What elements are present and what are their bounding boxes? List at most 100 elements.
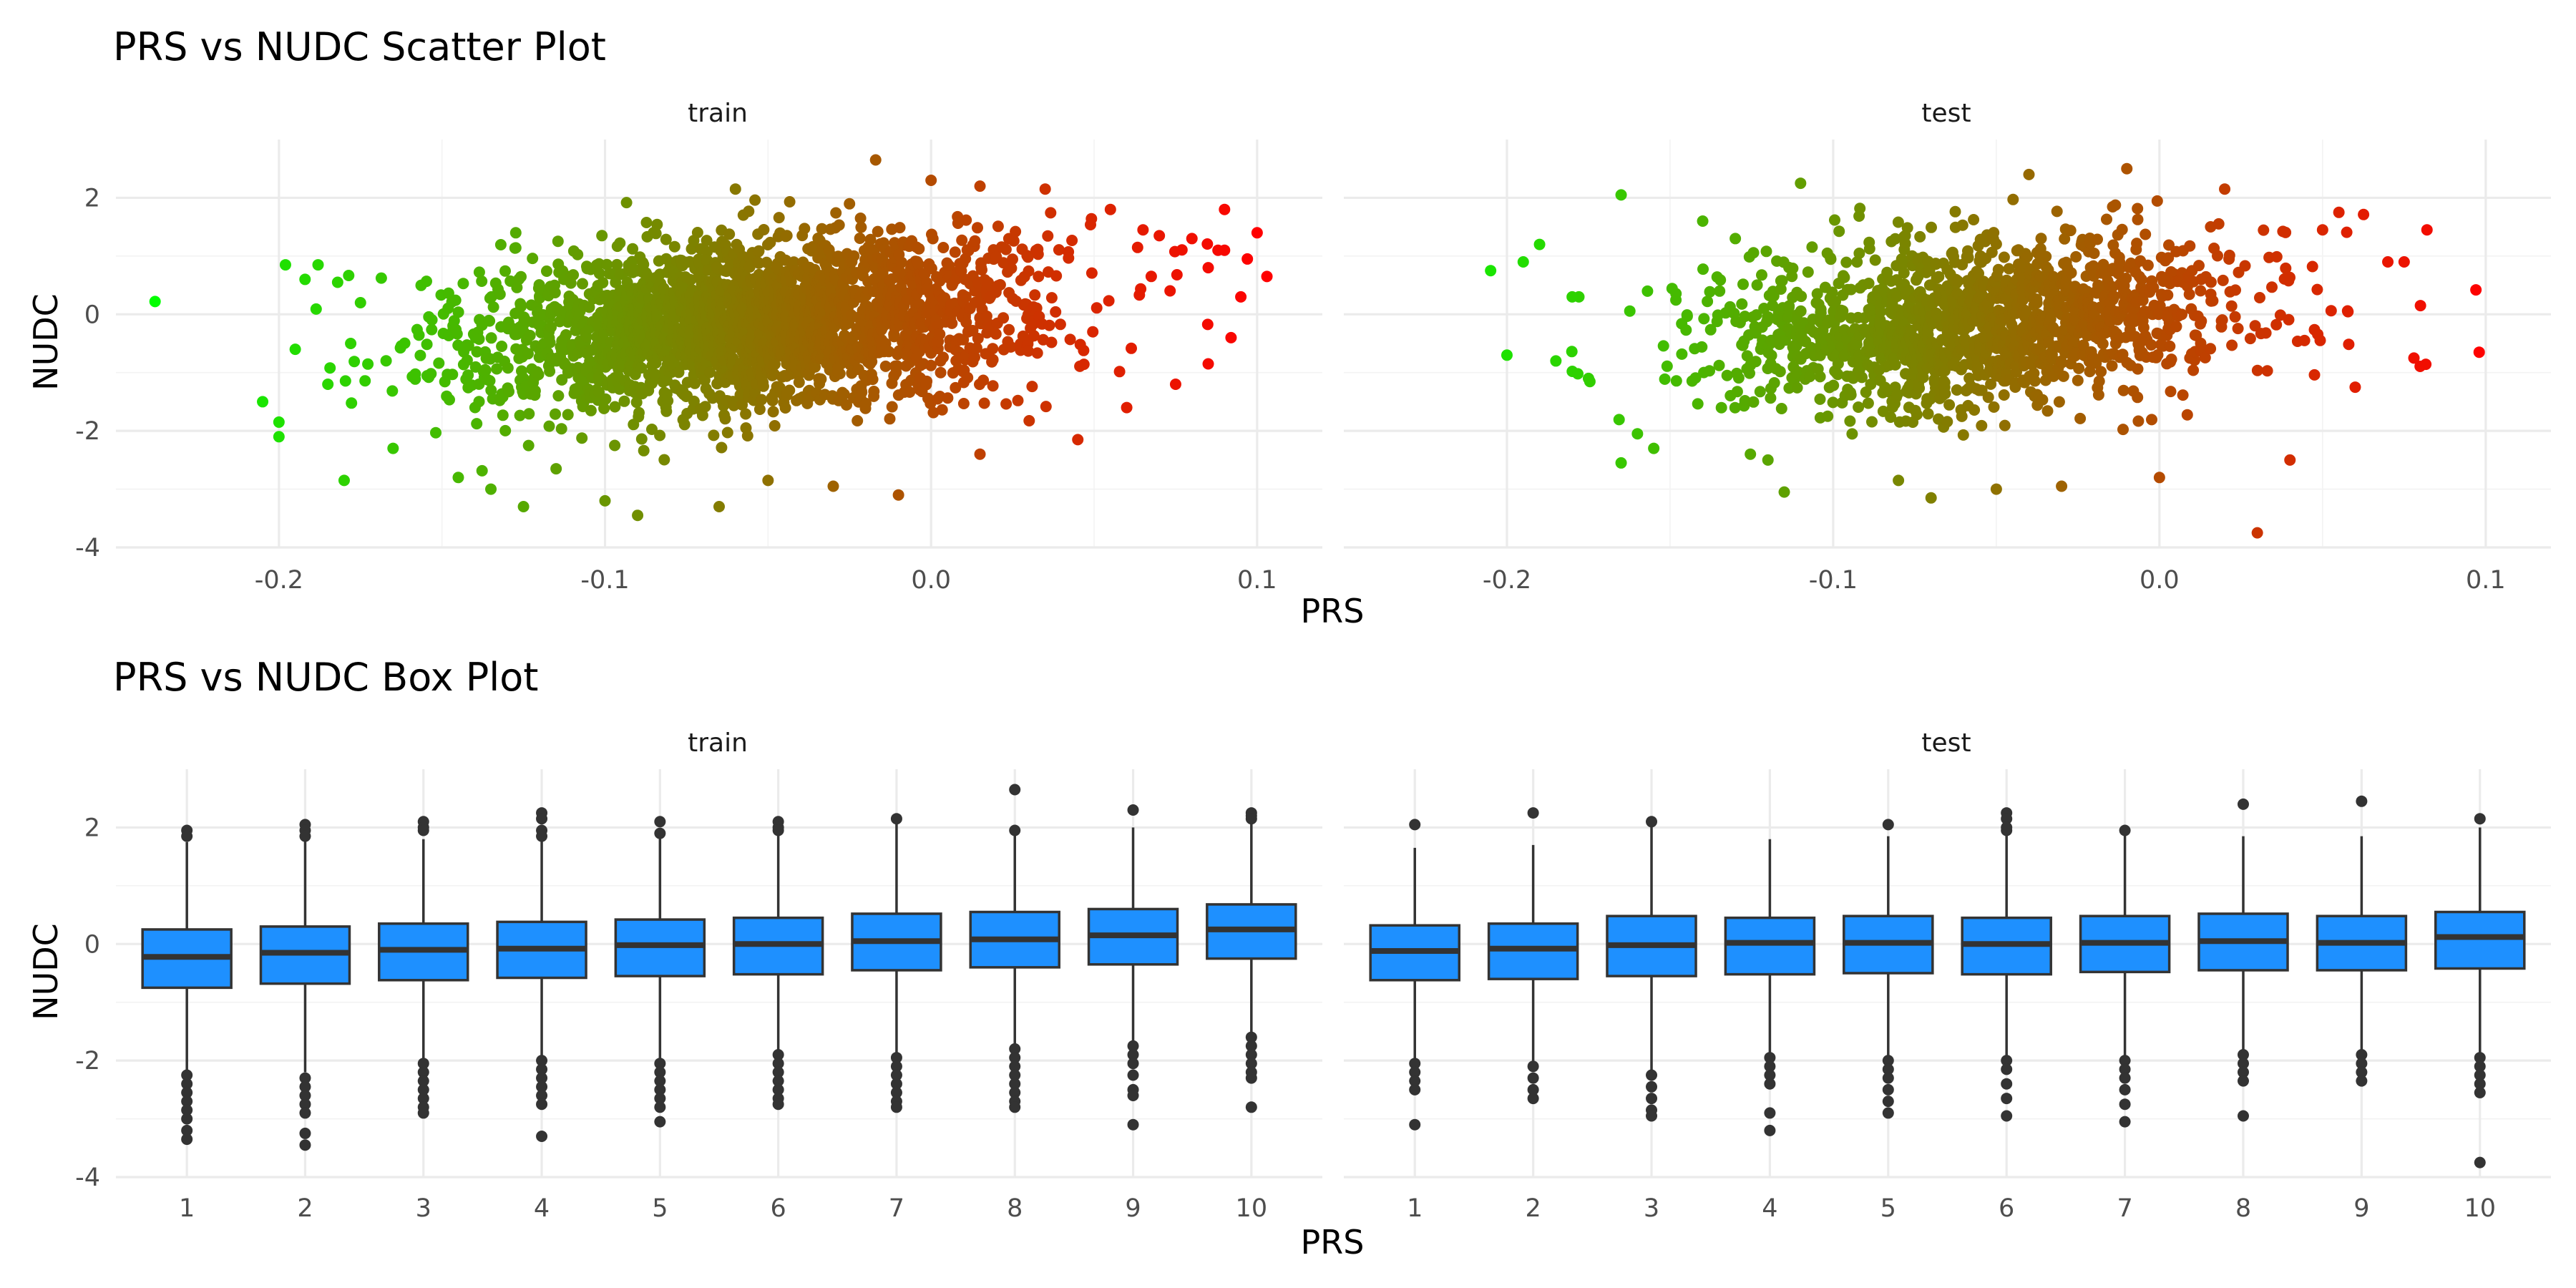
scatter-point <box>997 257 1010 269</box>
scatter-point <box>2023 168 2035 180</box>
scatter-point <box>1040 401 1052 413</box>
scatter-point <box>502 362 514 374</box>
scatter-point <box>1988 401 2000 413</box>
box-panel-train: 1 2 3 4 5 6 7 8 9 10 -4 -2 0 2 <box>75 769 1322 1223</box>
scatter-point <box>149 296 161 308</box>
box-outlier <box>772 1066 784 1078</box>
scatter-point <box>461 354 473 366</box>
scatter-point <box>935 366 947 379</box>
scatter-point <box>1951 384 1963 396</box>
scatter-point <box>1833 225 1845 238</box>
scatter-point <box>2120 273 2132 284</box>
x-tick-label: 7 <box>889 1194 904 1223</box>
box-outlier <box>1646 1069 1658 1081</box>
scatter-point <box>729 183 741 195</box>
box-outlier <box>2001 1055 2013 1067</box>
box-outlier <box>417 1107 429 1119</box>
scatter-point <box>1005 262 1018 274</box>
scatter-point <box>678 419 691 431</box>
scatter-point <box>632 509 644 522</box>
box-outlier <box>1646 816 1658 828</box>
scatter-point <box>1697 215 1709 227</box>
box-outlier <box>890 1069 902 1081</box>
scatter-point <box>1952 275 1964 287</box>
x-tick-label: -0.1 <box>1809 566 1858 595</box>
scatter-point <box>310 303 322 315</box>
box-outlier <box>1009 1078 1021 1090</box>
x-tick-label: 2 <box>1525 1194 1541 1223</box>
box-outlier <box>2356 1066 2368 1078</box>
scatter-point <box>1862 397 1874 409</box>
scatter-point <box>1914 230 1926 243</box>
scatter-point <box>2225 300 2238 312</box>
scatter-point <box>2414 300 2426 312</box>
scatter-point <box>1933 270 1945 283</box>
scatter-point <box>2239 260 2251 272</box>
scatter-points-sparse <box>149 154 1273 522</box>
y-tick-label: 2 <box>84 814 100 842</box>
scatter-point <box>1169 379 1181 390</box>
x-tick-label: 6 <box>771 1194 786 1223</box>
box-8 <box>969 784 1060 1113</box>
scatter-point <box>879 360 892 372</box>
scatter-strip-train: train <box>688 99 748 128</box>
scatter-point <box>668 240 680 253</box>
scatter-point <box>1767 290 1780 302</box>
scatter-point <box>1261 270 1273 283</box>
box-3 <box>378 816 469 1119</box>
box-outlier <box>2474 1052 2486 1064</box>
box-10 <box>1206 807 1297 1113</box>
scatter-point <box>691 227 703 238</box>
scatter-point <box>856 386 868 399</box>
box-outlier <box>181 1078 193 1090</box>
x-tick-label: 10 <box>2464 1194 2496 1223</box>
scatter-point <box>1648 442 1660 454</box>
scatter-point <box>1053 244 1065 256</box>
box-outlier <box>536 1080 548 1093</box>
scatter-point <box>2047 270 2059 283</box>
scatter-point <box>638 444 650 457</box>
scatter-point <box>793 376 805 389</box>
scatter-point <box>1729 401 1741 414</box>
y-tick-label: -2 <box>75 1047 100 1075</box>
scatter-point <box>1624 305 1636 317</box>
x-tick-label: 8 <box>1007 1194 1023 1223</box>
box-outlier <box>1009 1043 1021 1055</box>
scatter-point <box>2132 415 2145 427</box>
scatter-point <box>1050 306 1062 318</box>
scatter-point <box>2284 271 2296 283</box>
scatter-point <box>2154 300 2166 312</box>
scatter-point <box>343 270 355 281</box>
scatter-point <box>471 418 483 430</box>
scatter-point <box>509 227 522 239</box>
scatter-point <box>2260 327 2272 339</box>
scatter-point <box>1113 366 1126 378</box>
scatter-point <box>925 359 937 371</box>
scatter-point <box>1171 269 1183 280</box>
scatter-point <box>451 328 463 340</box>
scatter-point <box>1501 349 1513 361</box>
box-outlier <box>1882 1055 1894 1067</box>
box-outlier <box>181 1133 193 1146</box>
scatter-point <box>620 197 633 209</box>
scatter-point <box>1747 247 1760 259</box>
scatter-point <box>1066 235 1078 246</box>
scatter-points-bulk <box>310 194 1214 477</box>
scatter-point <box>433 357 445 369</box>
scatter-point <box>1791 381 1803 394</box>
scatter-point <box>1008 235 1020 247</box>
scatter-point <box>1033 270 1045 283</box>
scatter-point <box>1126 342 1137 354</box>
scatter-point <box>2219 183 2231 195</box>
scatter-point <box>515 270 527 283</box>
scatter-point <box>758 224 770 235</box>
scatter-point <box>1891 388 1903 400</box>
scatter-point <box>503 386 514 398</box>
box-7 <box>2079 824 2171 1128</box>
box-outlier <box>2237 1049 2249 1060</box>
box-outlier <box>1764 1069 1776 1081</box>
scatter-point <box>1085 267 1098 279</box>
scatter-point <box>1698 313 1710 325</box>
scatter-point <box>2056 357 2068 369</box>
scatter-point <box>2106 360 2118 372</box>
